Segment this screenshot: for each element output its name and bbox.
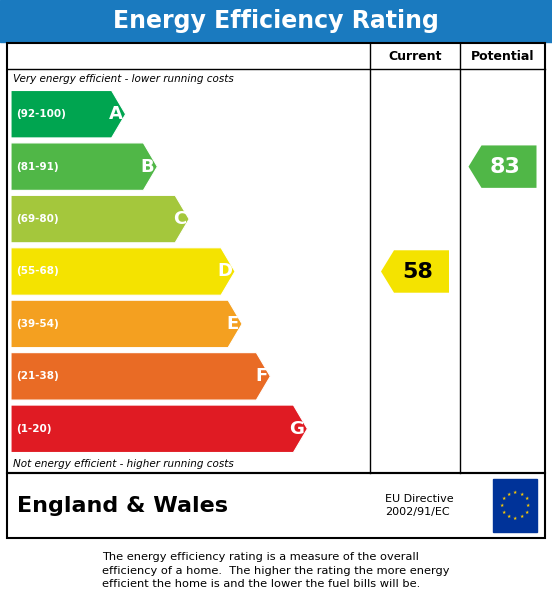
- Text: ★: ★: [506, 514, 511, 519]
- Text: (39-54): (39-54): [16, 319, 59, 329]
- Text: ★: ★: [501, 497, 506, 501]
- Text: B: B: [141, 158, 155, 176]
- Text: Energy Efficiency Rating: Energy Efficiency Rating: [113, 9, 439, 33]
- Bar: [493, 479, 537, 532]
- Text: ★: ★: [524, 509, 529, 514]
- Text: F: F: [255, 367, 267, 386]
- Text: ★: ★: [524, 497, 529, 501]
- Bar: [7, 473, 545, 538]
- Text: ★: ★: [519, 492, 524, 497]
- Text: Current: Current: [388, 50, 442, 63]
- Text: (92-100): (92-100): [16, 109, 66, 119]
- Text: E: E: [227, 315, 239, 333]
- Text: (81-91): (81-91): [16, 162, 59, 172]
- Text: (55-68): (55-68): [16, 267, 59, 276]
- Text: (1-20): (1-20): [16, 424, 51, 434]
- Text: 2002/91/EC: 2002/91/EC: [385, 506, 450, 517]
- Text: (69-80): (69-80): [16, 214, 59, 224]
- Text: Not energy efficient - higher running costs: Not energy efficient - higher running co…: [13, 459, 233, 469]
- Text: ★: ★: [526, 503, 530, 508]
- Text: England & Wales: England & Wales: [17, 495, 228, 516]
- Text: ★: ★: [519, 514, 524, 519]
- Polygon shape: [11, 352, 270, 400]
- Bar: [0, 0, 552, 42]
- Text: ★: ★: [501, 509, 506, 514]
- Text: D: D: [217, 262, 232, 281]
- Text: Very energy efficient - lower running costs: Very energy efficient - lower running co…: [13, 74, 233, 83]
- Polygon shape: [11, 300, 242, 348]
- Text: A: A: [109, 105, 123, 123]
- Text: G: G: [290, 420, 304, 438]
- Polygon shape: [11, 196, 189, 243]
- Text: C: C: [173, 210, 186, 228]
- Text: (21-38): (21-38): [16, 371, 59, 381]
- Text: ★: ★: [500, 503, 504, 508]
- Text: 58: 58: [402, 262, 433, 281]
- Polygon shape: [381, 250, 449, 293]
- Text: ★: ★: [506, 492, 511, 497]
- Text: Potential: Potential: [471, 50, 534, 63]
- Polygon shape: [469, 145, 537, 188]
- Polygon shape: [11, 405, 307, 452]
- Text: EU Directive: EU Directive: [385, 495, 454, 504]
- Polygon shape: [11, 91, 126, 138]
- Text: ★: ★: [513, 490, 517, 495]
- Text: ★: ★: [513, 516, 517, 521]
- Bar: [7, 43, 545, 473]
- Polygon shape: [11, 143, 157, 191]
- Polygon shape: [11, 248, 235, 295]
- Text: The energy efficiency rating is a measure of the overall
efficiency of a home.  : The energy efficiency rating is a measur…: [102, 552, 450, 588]
- Text: 83: 83: [490, 157, 521, 177]
